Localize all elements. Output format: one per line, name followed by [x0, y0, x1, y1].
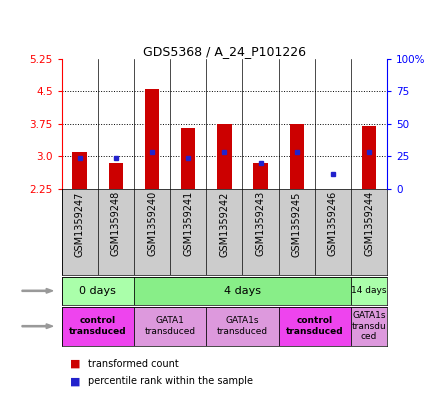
- Bar: [217, 124, 231, 189]
- Text: ■: ■: [70, 376, 81, 386]
- Text: GSM1359245: GSM1359245: [292, 191, 302, 257]
- Text: GATA1
transduced: GATA1 transduced: [145, 316, 196, 336]
- Bar: [62, 277, 134, 305]
- Text: GSM1359241: GSM1359241: [183, 191, 193, 257]
- Bar: [109, 163, 123, 189]
- Text: GATA1s
transduced: GATA1s transduced: [217, 316, 268, 336]
- Text: transformed count: transformed count: [88, 358, 179, 369]
- Text: GSM1359244: GSM1359244: [364, 191, 374, 257]
- Bar: [253, 163, 268, 189]
- Text: control
transduced: control transduced: [286, 316, 344, 336]
- Text: 0 days: 0 days: [79, 286, 116, 296]
- Text: GSM1359246: GSM1359246: [328, 191, 338, 257]
- Bar: [279, 307, 351, 346]
- Text: GSM1359242: GSM1359242: [220, 191, 229, 257]
- Text: GSM1359247: GSM1359247: [75, 191, 84, 257]
- Text: ■: ■: [70, 358, 81, 369]
- Text: 14 days: 14 days: [352, 286, 387, 295]
- Text: GSM1359243: GSM1359243: [256, 191, 266, 257]
- Text: GSM1359240: GSM1359240: [147, 191, 157, 257]
- Bar: [145, 89, 159, 189]
- Text: GATA1s
transdu
ced: GATA1s transdu ced: [352, 311, 386, 341]
- Text: 4 days: 4 days: [224, 286, 261, 296]
- Bar: [351, 307, 387, 346]
- Bar: [362, 126, 376, 189]
- Text: control
transduced: control transduced: [69, 316, 127, 336]
- Bar: [290, 124, 304, 189]
- Bar: [206, 307, 279, 346]
- Bar: [351, 277, 387, 305]
- Bar: [181, 128, 195, 189]
- Bar: [134, 307, 206, 346]
- Bar: [73, 152, 87, 189]
- Bar: [62, 307, 134, 346]
- Text: percentile rank within the sample: percentile rank within the sample: [88, 376, 253, 386]
- Title: GDS5368 / A_24_P101226: GDS5368 / A_24_P101226: [143, 45, 306, 58]
- Bar: [134, 277, 351, 305]
- Text: GSM1359248: GSM1359248: [111, 191, 121, 257]
